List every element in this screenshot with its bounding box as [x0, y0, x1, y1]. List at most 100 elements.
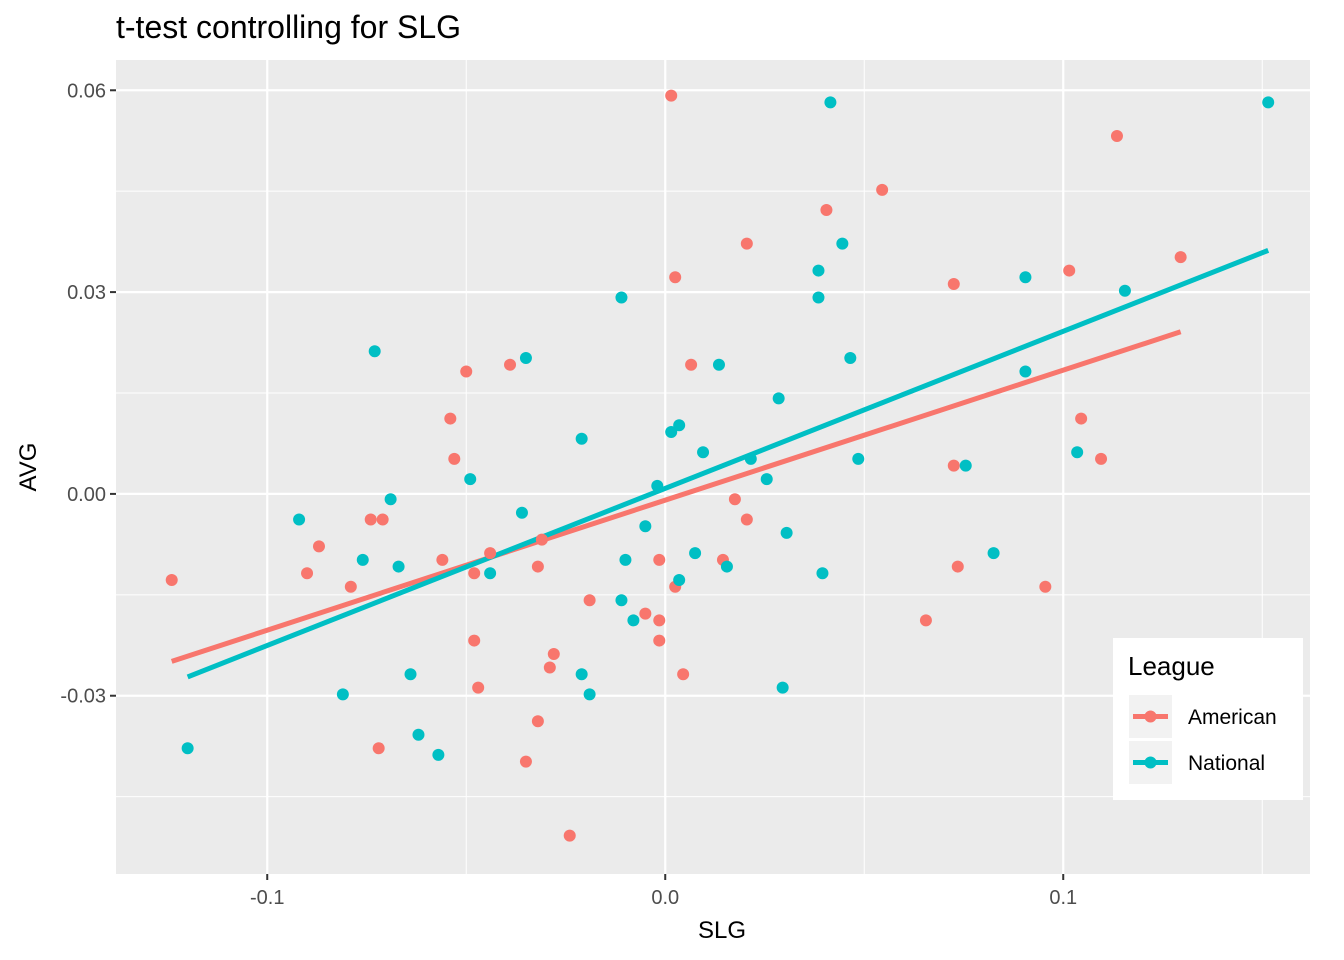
national-point — [1019, 365, 1032, 378]
national-point — [336, 688, 349, 701]
legend-label-national: National — [1188, 752, 1265, 775]
national-point — [987, 547, 1000, 560]
national-point — [181, 742, 194, 755]
american-point — [669, 271, 682, 284]
data-points — [165, 89, 1275, 842]
national-point — [575, 432, 588, 445]
national-point — [959, 459, 972, 472]
national-point — [575, 668, 588, 681]
national-point — [412, 728, 425, 741]
y-axis: -0.03 0.00 0.03 0.06 — [60, 80, 116, 708]
national-point — [780, 526, 793, 539]
legend-items: American National — [1129, 695, 1277, 784]
national-point — [673, 419, 686, 432]
x-tick-label: 0.0 — [651, 887, 679, 909]
legend-point-american — [1144, 710, 1157, 723]
american-point — [1063, 264, 1076, 277]
national-point — [689, 547, 702, 560]
minor-gridlines — [116, 60, 1310, 874]
x-axis-title: SLG — [698, 917, 746, 944]
american-point — [1110, 130, 1123, 143]
x-axis: -0.1 0.0 0.1 — [250, 874, 1077, 909]
legend-title: League — [1128, 651, 1215, 681]
american-point — [376, 513, 389, 526]
american-point — [653, 614, 666, 627]
x-tick-label: -0.1 — [250, 887, 284, 909]
american-fit-line — [170, 329, 1182, 664]
american-point — [436, 553, 449, 566]
national-point — [293, 513, 306, 526]
national-point — [760, 473, 773, 486]
american-point — [1095, 452, 1108, 465]
y-tick-label: 0.06 — [67, 80, 106, 102]
american-point — [364, 513, 377, 526]
american-point — [468, 634, 481, 647]
national-point — [697, 446, 710, 459]
american-point — [665, 89, 678, 102]
national-point — [812, 291, 825, 304]
national-fit-line — [186, 248, 1270, 680]
american-point — [563, 829, 576, 842]
legend-point-national — [1144, 756, 1157, 769]
y-tick-label: -0.03 — [60, 686, 106, 708]
chart-title: t-test controlling for SLG — [116, 9, 461, 45]
legend-label-american: American — [1188, 706, 1277, 729]
american-point — [947, 278, 960, 291]
american-point — [312, 540, 325, 553]
national-point — [484, 567, 497, 580]
national-point — [615, 291, 628, 304]
national-point — [665, 426, 678, 439]
national-point — [852, 452, 865, 465]
american-point — [947, 459, 960, 472]
legend: League American National — [1113, 638, 1303, 800]
national-point — [1071, 446, 1084, 459]
national-point — [844, 352, 857, 365]
american-point — [547, 648, 560, 661]
national-point — [744, 452, 757, 465]
national-point — [583, 688, 596, 701]
american-point — [820, 204, 833, 217]
american-point — [519, 755, 532, 768]
national-point — [1262, 96, 1275, 109]
regression-lines — [170, 248, 1270, 680]
national-point — [836, 237, 849, 250]
national-point — [639, 520, 652, 533]
national-point — [776, 681, 789, 694]
american-point — [301, 567, 314, 580]
american-point — [653, 553, 666, 566]
national-point — [619, 553, 632, 566]
national-point — [368, 345, 381, 358]
national-point — [651, 479, 664, 492]
national-point — [384, 493, 397, 506]
national-point — [1118, 284, 1131, 297]
national-point — [464, 473, 477, 486]
american-point — [372, 742, 385, 755]
american-point — [468, 567, 481, 580]
national-point — [615, 594, 628, 607]
national-point — [404, 668, 417, 681]
national-point — [392, 560, 405, 573]
national-point — [772, 392, 785, 405]
national-point — [824, 96, 837, 109]
american-point — [531, 560, 544, 573]
american-point — [728, 493, 741, 506]
national-point — [673, 574, 686, 587]
american-point — [1174, 251, 1187, 264]
y-tick-label: 0.03 — [67, 282, 106, 304]
american-point — [448, 452, 461, 465]
american-point — [504, 358, 517, 371]
national-point — [1019, 271, 1032, 284]
american-point — [535, 533, 548, 546]
y-axis-title: AVG — [15, 443, 42, 492]
y-tick-label: 0.00 — [67, 484, 106, 506]
national-point — [816, 567, 829, 580]
american-point — [919, 614, 932, 627]
american-point — [344, 580, 357, 593]
american-point — [165, 574, 178, 587]
american-point — [876, 183, 889, 196]
x-tick-label: 0.1 — [1049, 887, 1077, 909]
national-point — [432, 748, 445, 761]
american-point — [951, 560, 964, 573]
national-point — [519, 352, 532, 365]
